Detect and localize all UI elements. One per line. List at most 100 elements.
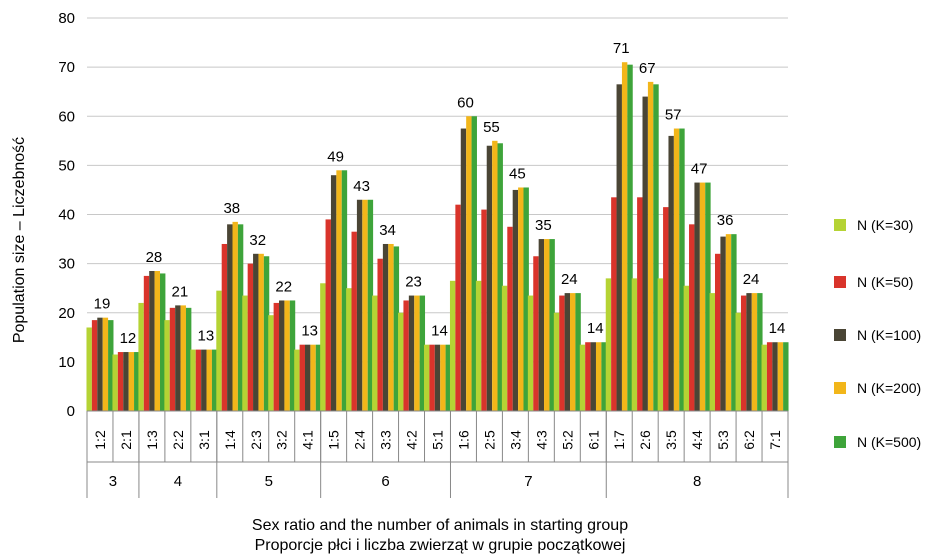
bar xyxy=(434,344,441,411)
bar xyxy=(751,293,758,411)
legend-label: N (K=100) xyxy=(857,327,921,343)
legend-item: N (K=200) xyxy=(834,380,921,396)
bar xyxy=(466,116,472,411)
bar xyxy=(575,293,581,411)
legend-item: N (K=100) xyxy=(834,327,921,343)
data-label: 35 xyxy=(535,217,552,234)
group-label: 4 xyxy=(174,473,182,490)
legend-label: N (K=30) xyxy=(857,217,913,233)
bar xyxy=(627,64,633,411)
data-label: 14 xyxy=(587,320,604,337)
data-label: 14 xyxy=(431,323,448,340)
data-label: 14 xyxy=(769,320,786,337)
bar xyxy=(445,344,451,411)
bar xyxy=(91,320,98,411)
bar xyxy=(720,236,726,411)
data-label: 60 xyxy=(457,94,474,111)
data-label: 47 xyxy=(691,161,708,178)
bar xyxy=(325,219,331,411)
x-tick-label: 3:5 xyxy=(663,430,679,450)
x-tick-label: 1:4 xyxy=(222,430,238,450)
x-tick-label: 1:2 xyxy=(92,430,108,450)
x-tick-label: 2:6 xyxy=(637,430,653,450)
legend-item: N (K=50) xyxy=(834,274,913,290)
bar xyxy=(408,295,415,411)
y-axis-title: Population size – Liczebność xyxy=(11,137,28,343)
bar xyxy=(330,175,337,411)
bar xyxy=(475,280,482,411)
data-label: 34 xyxy=(379,222,396,239)
bar xyxy=(595,342,602,411)
x-tick-label: 1:7 xyxy=(611,430,627,450)
bar xyxy=(289,300,296,411)
bar xyxy=(673,128,680,411)
x-tick-label: 5:2 xyxy=(559,430,575,450)
bar xyxy=(160,273,166,411)
bar xyxy=(455,204,461,411)
bar xyxy=(268,315,274,411)
bar xyxy=(725,234,732,411)
bar xyxy=(689,224,695,411)
x-tick-label: 3:1 xyxy=(196,430,212,450)
bar xyxy=(149,270,155,411)
bar xyxy=(108,320,114,411)
x-tick-label: 4:4 xyxy=(689,430,705,450)
data-labels: 19 12 28 21 13 38 32 22 13 49 43 34 23 14 60 55 45 35 24 14… xyxy=(94,40,786,347)
bars xyxy=(86,62,789,412)
bar xyxy=(735,312,741,411)
data-label: 12 xyxy=(120,330,137,347)
bar xyxy=(388,243,394,411)
group-label: 8 xyxy=(693,473,701,490)
bar xyxy=(351,231,357,411)
bar xyxy=(201,349,207,411)
bar xyxy=(783,342,789,411)
x-tick-label: 2:3 xyxy=(248,430,264,450)
bar xyxy=(637,197,643,411)
x-tick-label: 5:1 xyxy=(430,430,446,450)
bar xyxy=(227,224,233,411)
data-label: 23 xyxy=(405,274,422,291)
bar xyxy=(117,352,124,411)
bar xyxy=(533,256,539,411)
bar xyxy=(668,135,674,411)
bar xyxy=(777,342,784,411)
bar xyxy=(653,84,659,411)
bar xyxy=(631,278,638,411)
x-tick-label: 2:1 xyxy=(118,430,134,450)
x-tick-label: 6:1 xyxy=(585,430,601,450)
bar xyxy=(315,344,322,411)
bar xyxy=(221,243,228,411)
bar xyxy=(772,342,778,411)
bar xyxy=(611,197,617,411)
x-tick-label: 3:3 xyxy=(378,430,394,450)
data-label: 57 xyxy=(665,107,682,124)
bar xyxy=(553,312,560,411)
bar xyxy=(195,349,202,411)
bar xyxy=(731,234,737,411)
bar xyxy=(424,344,430,411)
bar xyxy=(398,312,404,411)
y-tick-label: 60 xyxy=(58,108,75,125)
bar xyxy=(242,295,248,411)
bar xyxy=(346,288,352,411)
data-label: 13 xyxy=(301,323,318,340)
bar xyxy=(382,243,389,411)
x-tick-label: 2:2 xyxy=(170,430,186,450)
bar xyxy=(429,344,435,411)
bar xyxy=(310,344,316,411)
legend-item: N (K=500) xyxy=(834,434,921,450)
bar xyxy=(299,344,305,411)
bar xyxy=(273,302,280,411)
bar xyxy=(497,143,503,412)
x-tick-label: 6:2 xyxy=(741,430,757,450)
bar xyxy=(284,300,290,411)
bar xyxy=(585,342,591,411)
data-label: 32 xyxy=(249,232,266,249)
bar xyxy=(336,170,342,411)
x-tick-label: 4:3 xyxy=(533,430,549,450)
bar xyxy=(143,275,150,411)
group-label: 7 xyxy=(524,473,532,490)
legend-label: N (K=50) xyxy=(857,274,913,290)
bar xyxy=(460,128,467,411)
bar xyxy=(538,239,545,411)
